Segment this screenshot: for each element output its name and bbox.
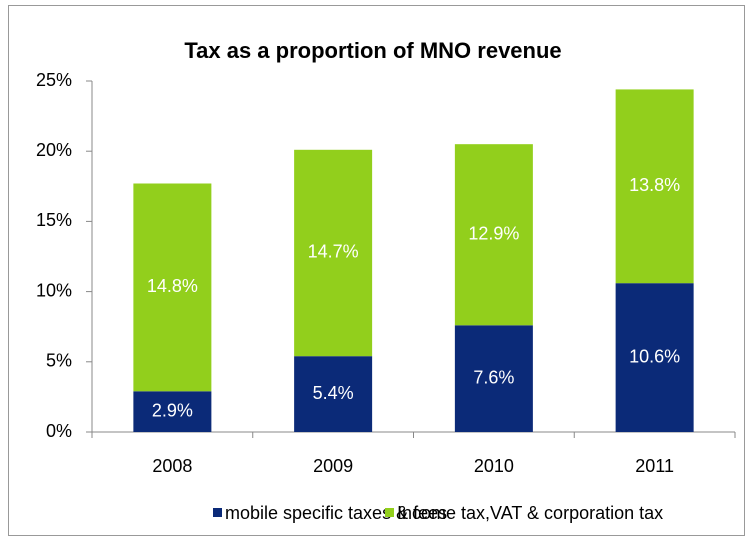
y-tick-label: 25% — [36, 70, 72, 90]
value-label: 7.6% — [473, 367, 514, 387]
chart-title: Tax as a proportion of MNO revenue — [184, 38, 561, 63]
legend-swatch — [385, 508, 394, 517]
bar-segment — [294, 149, 373, 357]
x-tick-label: 2009 — [313, 456, 353, 476]
bar-segment — [615, 283, 694, 432]
x-tick-label: 2011 — [635, 456, 674, 476]
value-label: 14.8% — [147, 276, 198, 296]
value-label: 14.7% — [308, 242, 359, 262]
y-tick-label: 20% — [36, 140, 72, 160]
y-tick-label: 15% — [36, 210, 72, 230]
value-label: 2.9% — [152, 400, 193, 420]
bar-segment — [133, 183, 212, 392]
legend-swatch — [213, 508, 222, 517]
y-tick-label: 10% — [36, 280, 72, 300]
y-tick-label: 0% — [46, 421, 72, 441]
bar-segment — [294, 356, 373, 432]
bar-segment — [454, 325, 533, 432]
bar-segment — [454, 144, 533, 326]
value-label: 13.8% — [629, 175, 680, 195]
value-label: 10.6% — [629, 346, 680, 366]
value-label: 5.4% — [313, 383, 354, 403]
y-tick-label: 5% — [46, 351, 72, 371]
legend-label: mobile specific taxes & fees — [225, 503, 447, 523]
x-tick-label: 2008 — [152, 456, 192, 476]
bar-segment — [615, 89, 694, 284]
x-tick-label: 2010 — [474, 456, 514, 476]
value-label: 12.9% — [468, 223, 519, 243]
bar-segment — [133, 391, 212, 432]
legend-label: Income tax,VAT & corporation tax — [397, 503, 663, 523]
